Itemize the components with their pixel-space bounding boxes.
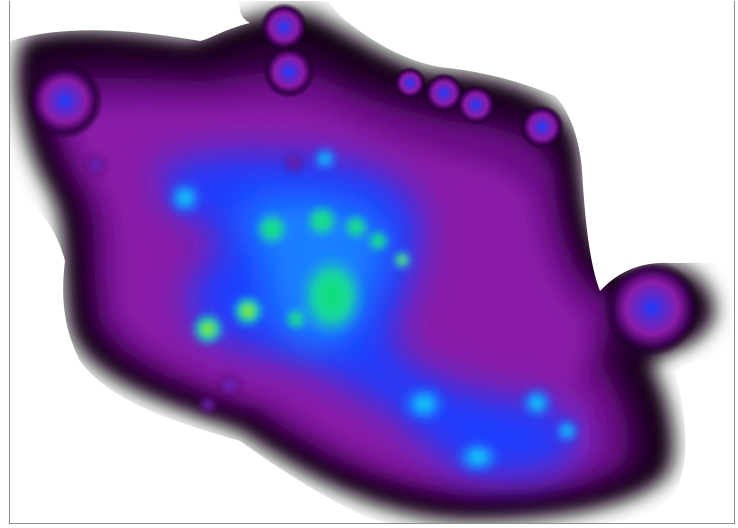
source-top-1 <box>260 3 308 51</box>
source-right <box>604 260 700 356</box>
blank-regions <box>10 1 734 523</box>
source-top-5 <box>456 85 496 125</box>
bright-clumps <box>86 145 581 477</box>
heatmap-frame <box>9 1 735 524</box>
source-top-4 <box>424 73 464 113</box>
heatmap-image <box>10 1 734 523</box>
source-top-6 <box>520 105 564 149</box>
isolated-sources <box>27 3 700 356</box>
source-top-left <box>27 63 103 139</box>
source-top-3 <box>394 67 426 99</box>
source-top-2 <box>263 46 315 98</box>
